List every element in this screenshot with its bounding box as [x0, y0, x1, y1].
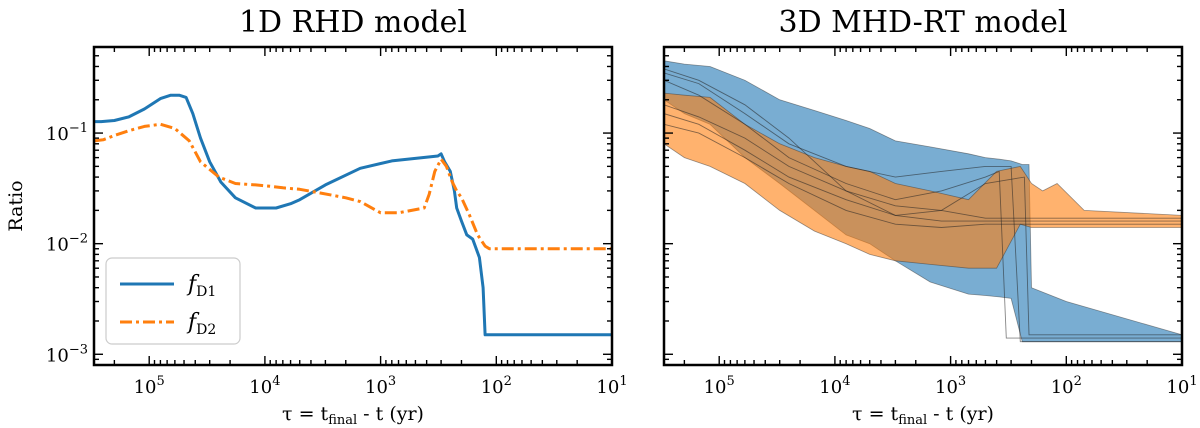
x-tick-exponent: 1	[619, 374, 627, 389]
x-tick-base: 10	[596, 377, 619, 398]
trajectory-line-5	[664, 104, 1182, 219]
x-tick-label: 103	[365, 374, 396, 398]
y-tick-exponent: −2	[69, 232, 88, 247]
x-tick-label: 101	[596, 374, 627, 398]
right-chart-title: 3D MHD-RT model	[779, 5, 1068, 40]
trajectory-line-4	[664, 123, 1182, 228]
x-tick-base: 10	[819, 377, 842, 398]
x-tick-exponent: 5	[157, 374, 165, 389]
left-x-axis-label: τ = tfinal - t (yr)	[282, 403, 424, 428]
x-tick-base: 10	[1051, 377, 1074, 398]
x-tick-base: 10	[935, 377, 958, 398]
trajectory-line-3	[664, 113, 1182, 222]
x-tick-base: 10	[134, 377, 157, 398]
y-tick-exponent: −1	[69, 121, 88, 136]
x-tick-base: 10	[365, 377, 388, 398]
x-tick-label: 102	[481, 374, 512, 398]
trajectory-line-1	[664, 79, 1182, 339]
x-tick-exponent: 2	[1074, 374, 1082, 389]
x-tick-label: 103	[935, 374, 966, 398]
x-tick-label: 105	[134, 374, 165, 398]
series-line-fd1	[94, 93, 612, 337]
x-tick-exponent: 1	[1189, 374, 1197, 389]
left-panel: 1D RHD model 105 104 103 102 10110−310−210−1…	[5, 5, 628, 428]
x-tick-label: 104	[249, 374, 280, 398]
plot-area	[664, 60, 1182, 343]
x-tick-label: 101	[1166, 374, 1197, 398]
x-tick-exponent: 4	[272, 374, 280, 389]
left-axes-frame	[92, 45, 614, 367]
x-tick-label: 102	[1051, 374, 1082, 398]
x-tick-exponent: 3	[958, 374, 966, 389]
x-tick-exponent: 2	[504, 374, 512, 389]
y-tick-base: 10	[46, 235, 69, 256]
plot-area	[94, 93, 612, 337]
x-tick-label: 104	[819, 374, 850, 398]
x-tick-exponent: 5	[727, 374, 735, 389]
y-tick-label: 10−1	[46, 121, 88, 145]
right-axes-frame	[662, 45, 1184, 367]
y-tick-base: 10	[46, 345, 69, 366]
trajectory-line-0	[664, 72, 1182, 343]
x-tick-base: 10	[704, 377, 727, 398]
legend: fD1 fD2	[105, 257, 241, 345]
legend-box	[105, 257, 241, 345]
y-tick-base: 10	[46, 124, 69, 145]
x-tick-label: 105	[704, 374, 735, 398]
x-tick-base: 10	[249, 377, 272, 398]
y-tick-exponent: −3	[69, 342, 88, 357]
x-tick-exponent: 4	[842, 374, 850, 389]
series-line-fd2	[94, 122, 612, 251]
y-tick-label: 10−3	[46, 342, 88, 366]
x-tick-base: 10	[1166, 377, 1189, 398]
x-tick-exponent: 3	[388, 374, 396, 389]
left-chart-title: 1D RHD model	[239, 5, 467, 40]
right-panel: 3D MHD-RT model 105 104 103 102 101 τ = tfin…	[662, 5, 1198, 428]
left-y-axis-label: Ratio	[5, 180, 27, 231]
x-tick-base: 10	[481, 377, 504, 398]
y-tick-label: 10−2	[46, 232, 88, 256]
right-x-axis-label: τ = tfinal - t (yr)	[852, 403, 994, 428]
